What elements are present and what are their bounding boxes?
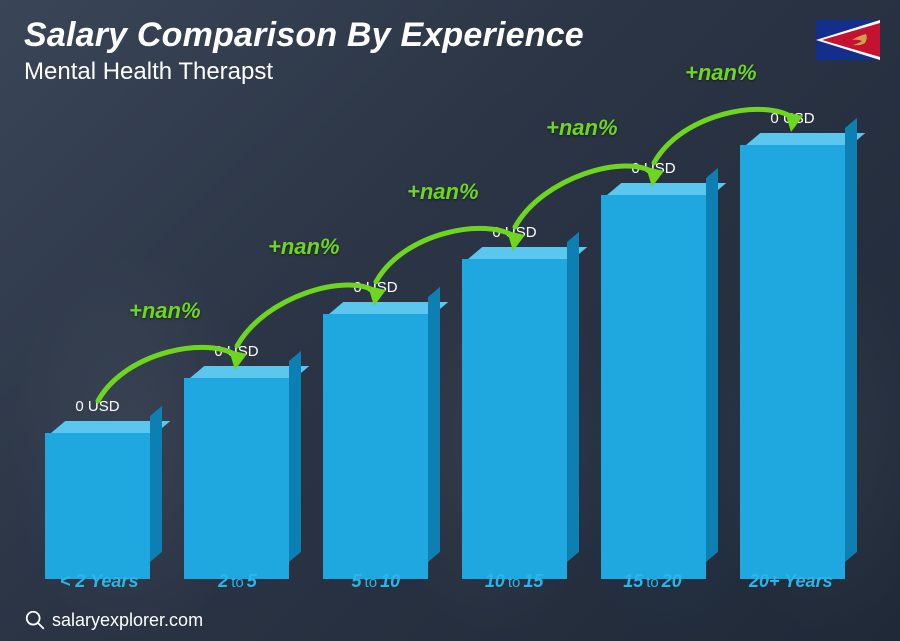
bar-column: 0 USD bbox=[169, 110, 304, 567]
bar-column: 0 USD bbox=[30, 110, 165, 567]
delta-label: +nan% bbox=[685, 60, 757, 86]
bar-column: 0 USD bbox=[586, 110, 721, 567]
chart-subtitle: Mental Health Therapst bbox=[24, 58, 273, 86]
delta-label: +nan% bbox=[546, 115, 618, 141]
country-flag bbox=[816, 20, 880, 60]
bar-value-label: 0 USD bbox=[214, 343, 258, 360]
chart-title: Salary Comparison By Experience bbox=[24, 16, 584, 55]
bar-value-label: 0 USD bbox=[353, 279, 397, 296]
search-icon bbox=[24, 609, 46, 631]
bar-column: 0 USD bbox=[725, 110, 860, 567]
bar-value-label: 0 USD bbox=[75, 398, 119, 415]
x-axis-label: 20+ Years bbox=[722, 567, 860, 597]
bar bbox=[462, 247, 567, 567]
bar-chart: 0 USD 0 USD 0 USD 0 USD 0 USD 0 USD < 2 Years… bbox=[30, 110, 860, 597]
delta-label: +nan% bbox=[129, 298, 201, 324]
bar-value-label: 0 USD bbox=[631, 160, 675, 177]
bar-value-label: 0 USD bbox=[492, 224, 536, 241]
bar-value-label: 0 USD bbox=[770, 110, 814, 127]
x-axis-label: 15to20 bbox=[583, 567, 721, 597]
bar bbox=[740, 133, 845, 567]
x-axis-label: 2to5 bbox=[168, 567, 306, 597]
x-axis-label: < 2 Years bbox=[30, 567, 168, 597]
bar bbox=[184, 366, 289, 567]
source-attribution: salaryexplorer.com bbox=[24, 609, 203, 631]
x-axis-label: 5to10 bbox=[307, 567, 445, 597]
delta-label: +nan% bbox=[407, 179, 479, 205]
bar bbox=[323, 302, 428, 567]
delta-label: +nan% bbox=[268, 234, 340, 260]
bar bbox=[45, 421, 150, 567]
x-axis-label: 10to15 bbox=[445, 567, 583, 597]
bar bbox=[601, 183, 706, 567]
source-text: salaryexplorer.com bbox=[52, 610, 203, 631]
